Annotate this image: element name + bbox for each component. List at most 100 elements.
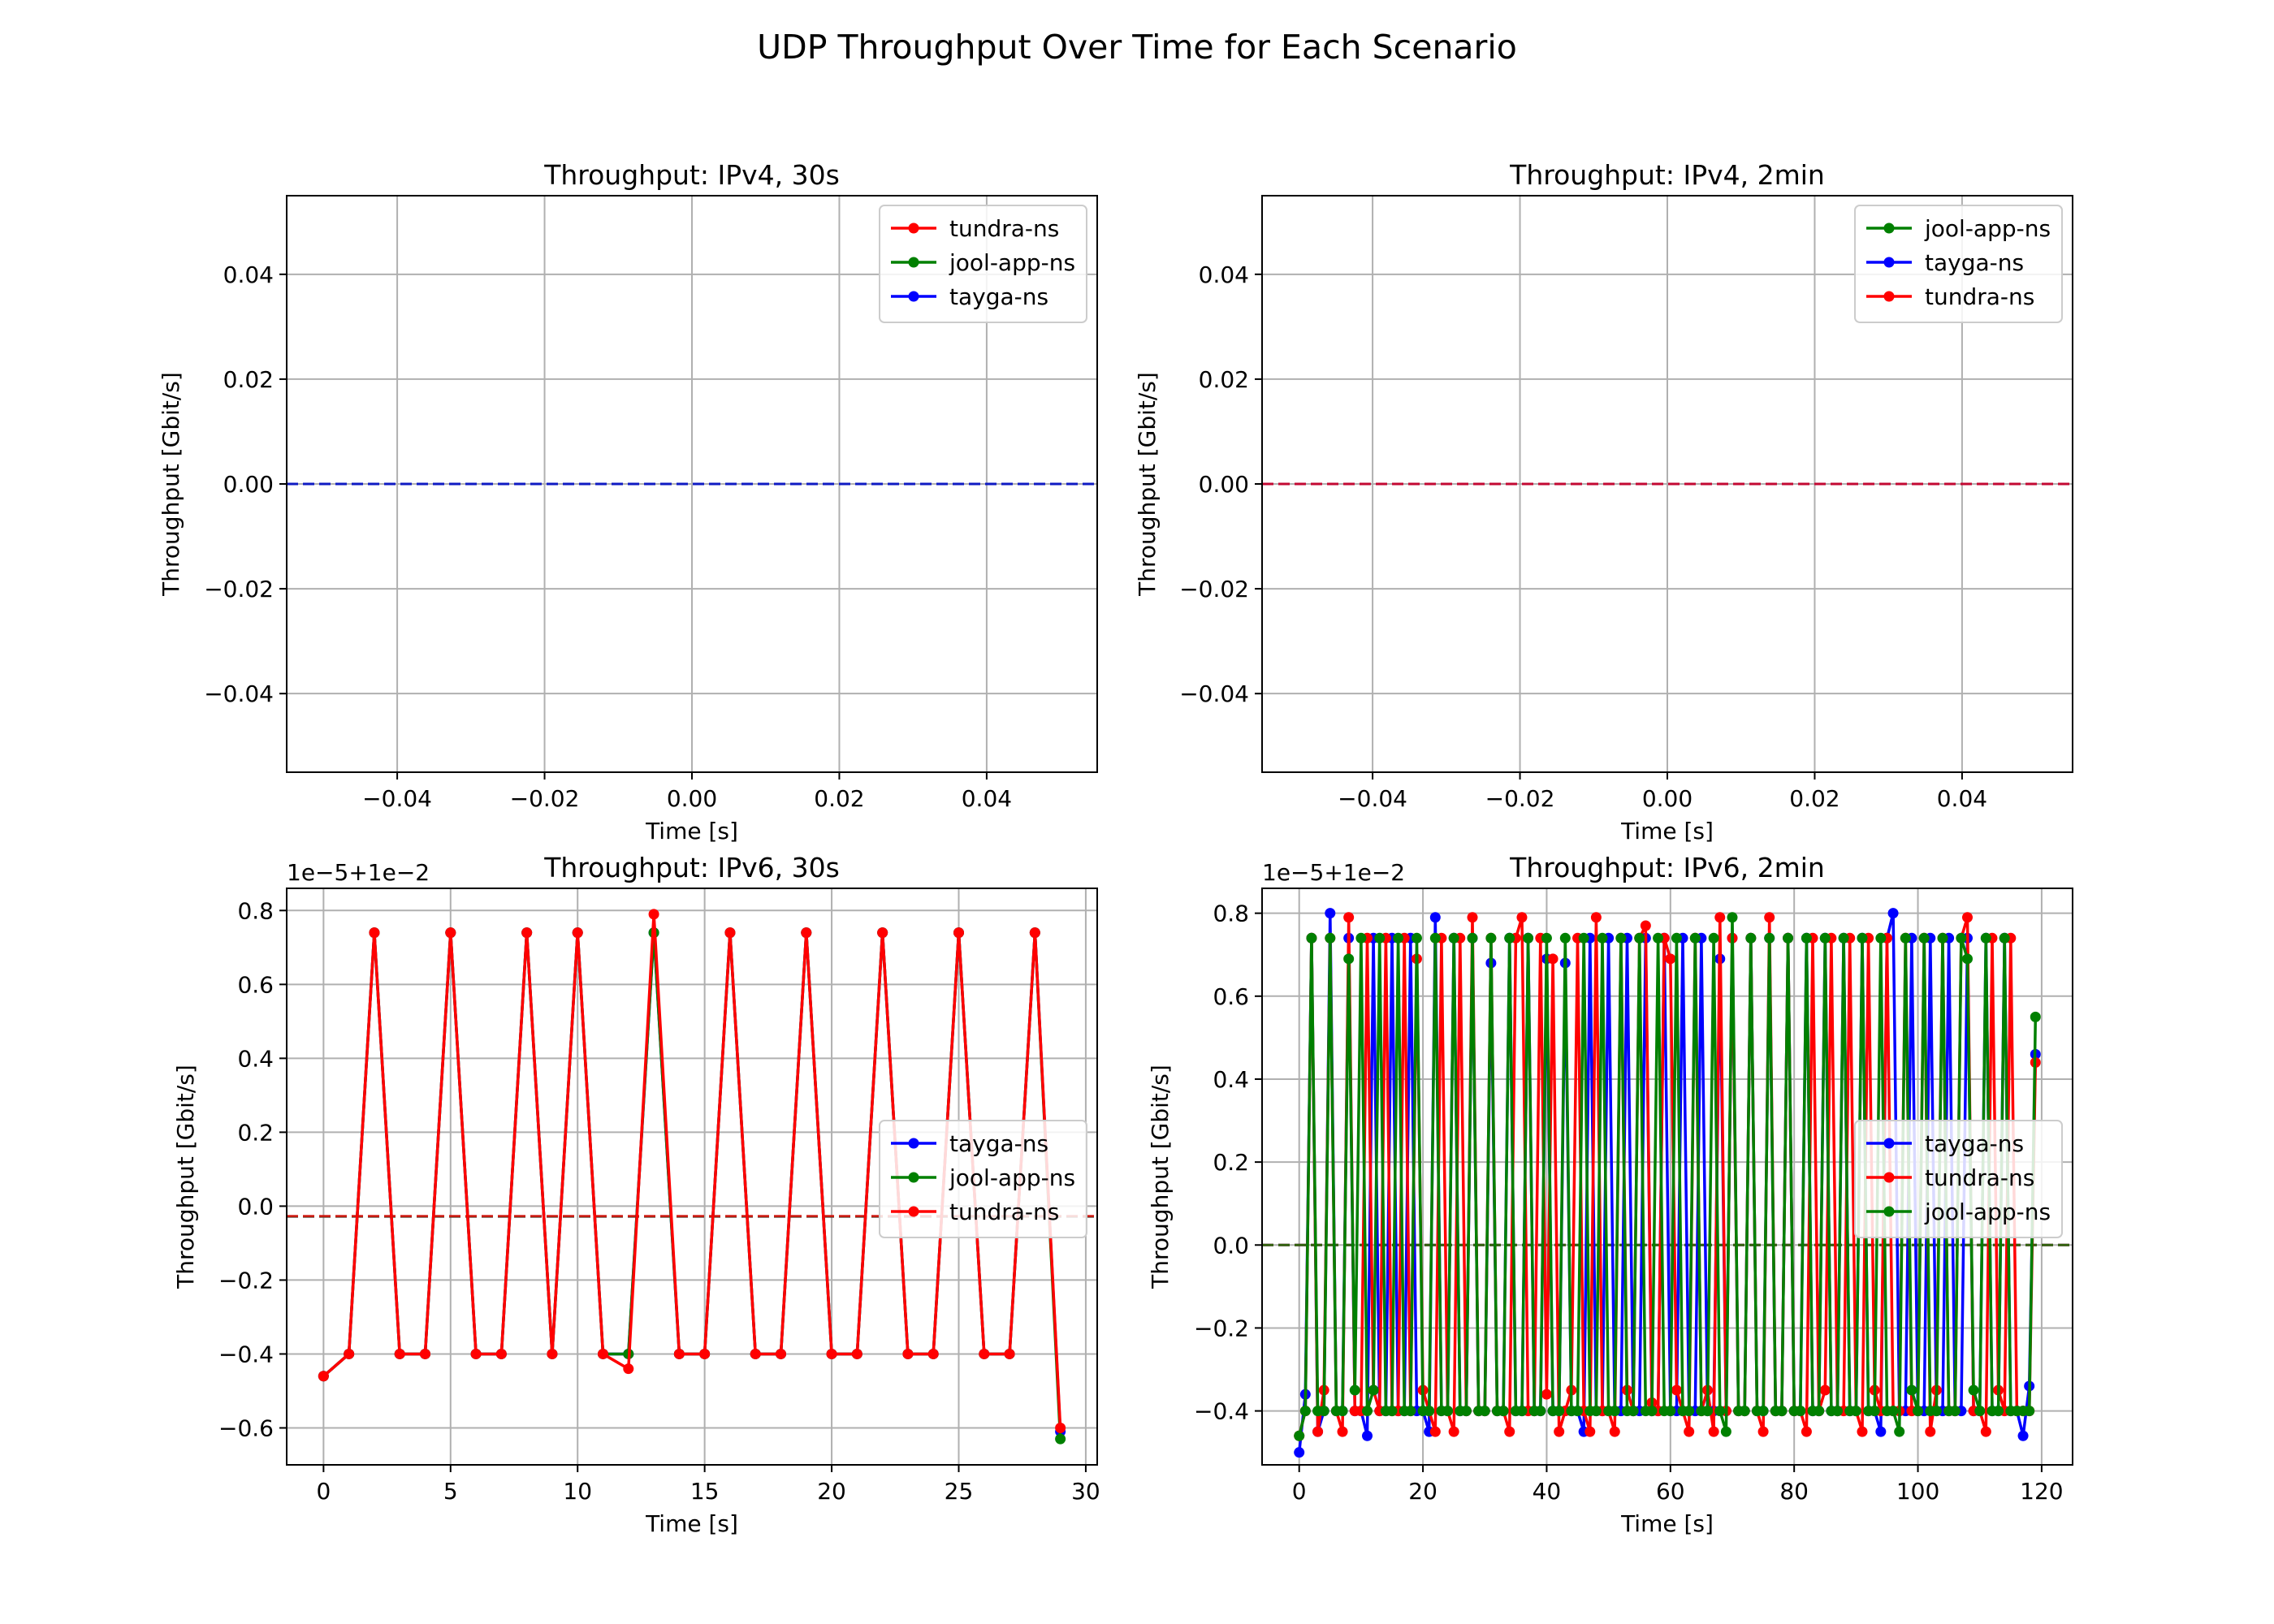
data-point-tayga-ns-22	[1429, 912, 1441, 923]
data-point-jool-app-ns-99	[1906, 1384, 1917, 1396]
data-point-jool-app-ns-4	[1318, 1406, 1329, 1417]
data-point-jool-app-ns-81	[1795, 1406, 1806, 1417]
subplot-title: Throughput: IPv4, 30s	[543, 159, 840, 191]
data-point-jool-app-ns-1	[1299, 1406, 1311, 1417]
data-point-jool-app-ns-57	[1646, 1406, 1658, 1417]
x-tick-label: 0	[316, 1478, 331, 1505]
series-line-tundra-ns	[322, 913, 1062, 1428]
data-point-jool-app-ns-8	[1343, 953, 1355, 965]
y-tick-label: −0.04	[204, 680, 274, 707]
legend-marker-jool-app-ns	[908, 257, 919, 268]
data-point-jool-app-ns-67	[1708, 932, 1719, 944]
x-tick-label: 80	[1779, 1478, 1809, 1505]
subplot-2: −0.04 −0.02 0.00 0.02 0.04 −0.04 −0.02 0.00 0.02…	[1134, 159, 2073, 844]
subplot-1: −0.04 −0.02 0.00 0.02 0.04 −0.04 −0.02 0.00 0.02…	[158, 159, 1098, 844]
y-tick-label: −0.04	[1179, 680, 1249, 707]
offset-text: 1e−5+1e−2	[287, 859, 430, 886]
data-point-jool-app-ns-22	[1429, 932, 1441, 944]
subplot-4: 0 20 40 60 80 100 120 −0.4 −0.2 0.0 0.2 0.4 0.6 0.8 1e…	[1147, 852, 2073, 1537]
data-point-jool-app-ns-66	[1702, 1406, 1714, 1417]
data-point-jool-app-ns-61	[1671, 932, 1682, 944]
x-axis-label: Time [s]	[1620, 1510, 1714, 1537]
legend-label-tayga-ns: tayga-ns	[949, 1130, 1048, 1157]
data-point-jool-app-ns-16	[1393, 932, 1404, 944]
data-point-tundra-ns-75	[1757, 1426, 1769, 1437]
data-point-jool-app-ns-60	[1665, 1406, 1676, 1417]
data-point-jool-app-ns-119	[2030, 1011, 2041, 1022]
data-point-jool-app-ns-79	[1783, 932, 1794, 944]
y-tick-label: 0.2	[237, 1119, 274, 1146]
data-point-tundra-ns-102	[1925, 1426, 1936, 1437]
data-point-jool-app-ns-9	[1349, 1384, 1360, 1396]
y-tick-label: 0.0	[1213, 1232, 1249, 1259]
figure-title: UDP Throughput Over Time for Each Scenar…	[757, 28, 1517, 67]
subplot-title: Throughput: IPv4, 2min	[1509, 159, 1825, 191]
data-point-jool-app-ns-85	[1819, 932, 1831, 944]
legend-label-jool-app-ns: jool-app-ns	[949, 1164, 1075, 1191]
data-point-jool-app-ns-0	[1294, 1430, 1305, 1441]
data-point-tundra-ns-26	[979, 1348, 990, 1359]
legend-marker-tayga-ns	[1883, 257, 1895, 268]
data-point-jool-app-ns-10	[1355, 932, 1367, 944]
data-point-jool-app-ns-55	[1634, 932, 1645, 944]
data-point-tundra-ns-7	[495, 1348, 507, 1359]
data-point-jool-app-ns-111	[1980, 932, 1991, 944]
y-tick-label: 0.4	[237, 1045, 274, 1072]
data-point-tundra-ns-7	[1337, 1426, 1348, 1437]
data-point-jool-app-ns-42	[1554, 1406, 1565, 1417]
data-point-jool-app-ns-2	[1306, 932, 1317, 944]
data-point-jool-app-ns-72	[1739, 1406, 1750, 1417]
y-axis-label: Throughput [Gbit/s]	[158, 372, 184, 597]
data-point-jool-app-ns-43	[1559, 932, 1571, 944]
y-tick-label: 0.04	[1199, 261, 1249, 288]
legend-marker-jool-app-ns	[908, 1172, 919, 1183]
data-point-tundra-ns-21	[851, 1348, 862, 1359]
x-tick-label: 30	[1071, 1478, 1100, 1505]
legend-box	[1854, 205, 2063, 323]
legend-label-tayga-ns: tayga-ns	[1925, 249, 2024, 276]
data-point-jool-app-ns-19	[1411, 932, 1422, 944]
y-tick-label: −0.2	[218, 1267, 274, 1294]
data-point-jool-app-ns-52	[1615, 932, 1627, 944]
y-tick-label: −0.4	[1194, 1398, 1249, 1425]
data-point-tayga-ns-11	[1362, 1430, 1373, 1441]
data-point-tundra-ns-15	[699, 1348, 711, 1359]
x-tick-label: −0.04	[1338, 785, 1407, 812]
x-tick-label: 0.00	[667, 785, 717, 812]
data-point-jool-app-ns-104	[1937, 932, 1948, 944]
legend-label-tundra-ns: tundra-ns	[1925, 1164, 2034, 1191]
data-point-jool-app-ns-84	[1814, 1406, 1825, 1417]
legend-marker-jool-app-ns	[1883, 1206, 1895, 1217]
data-point-jool-app-ns-82	[1801, 932, 1812, 944]
x-tick-label: 40	[1533, 1478, 1562, 1505]
offset-text: 1e−5+1e−2	[1262, 859, 1405, 886]
y-tick-label: −0.4	[218, 1341, 274, 1367]
data-point-jool-app-ns-98	[1900, 932, 1911, 944]
data-point-tundra-ns-60	[1665, 953, 1676, 965]
data-point-jool-app-ns-11	[1362, 1406, 1373, 1417]
legend-box	[1854, 1120, 2063, 1238]
data-point-jool-app-ns-49	[1597, 932, 1608, 944]
data-point-tundra-ns-111	[1980, 1426, 1991, 1437]
data-point-tundra-ns-14	[673, 1348, 685, 1359]
axes-frame	[1261, 888, 2073, 1466]
data-point-tundra-ns-3	[1312, 1426, 1324, 1437]
legend-label-jool-app-ns: jool-app-ns	[1924, 215, 2051, 242]
x-axis-label: Time [s]	[1620, 818, 1714, 844]
data-point-tundra-ns-68	[1714, 912, 1726, 923]
data-point-tundra-ns-12	[623, 1363, 634, 1375]
y-tick-label: 0.02	[1199, 366, 1249, 393]
legend-marker-tundra-ns	[1883, 1172, 1895, 1183]
data-point-jool-app-ns-48	[1590, 1406, 1602, 1417]
y-tick-label: −0.02	[204, 576, 274, 603]
data-point-jool-app-ns-13	[1374, 932, 1386, 944]
legend-label-tayga-ns: tayga-ns	[1925, 1130, 2024, 1157]
legend-marker-tundra-ns	[908, 1206, 919, 1217]
data-point-tundra-ns-25	[1448, 1426, 1459, 1437]
y-tick-label: 0.8	[1213, 901, 1249, 927]
legend-marker-tundra-ns	[908, 222, 919, 234]
data-point-tundra-ns-61	[1671, 1384, 1682, 1396]
y-tick-label: 0.4	[1213, 1066, 1249, 1093]
y-tick-label: 0.6	[1213, 983, 1249, 1010]
x-tick-label: 20	[817, 1478, 846, 1505]
